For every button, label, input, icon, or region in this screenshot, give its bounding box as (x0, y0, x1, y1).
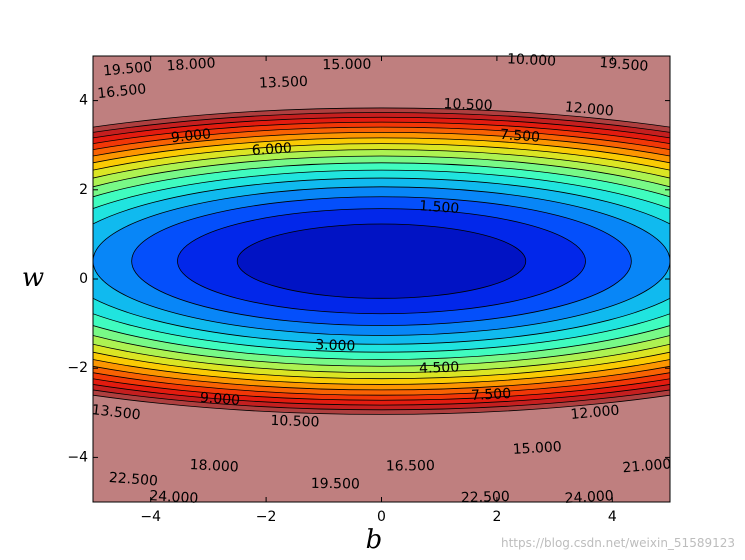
contour-line (93, 143, 670, 380)
contour-line (93, 169, 670, 353)
x-tick-label: 4 (608, 509, 617, 525)
y-axis-label: w (22, 263, 44, 293)
contour-lines (93, 107, 670, 415)
y-tick-label: −4 (67, 449, 88, 465)
contour-label: 15.000 (512, 439, 562, 458)
contour-line (93, 162, 670, 360)
contour-label: 24.000 (149, 488, 199, 507)
contour-label: 7.500 (499, 127, 540, 146)
y-tick-label: −2 (67, 360, 88, 376)
contour-line (93, 155, 670, 367)
contour-label: 3.000 (315, 337, 356, 354)
contour-label: 21.000 (622, 456, 672, 476)
contour-label: 13.500 (91, 402, 142, 424)
contour-label: 19.500 (311, 476, 360, 493)
contour-label: 6.000 (251, 140, 292, 159)
contour-line (93, 177, 670, 345)
contour-line (131, 196, 632, 326)
contour-band (237, 223, 526, 299)
contour-label: 22.500 (108, 470, 158, 490)
x-tick-label: 0 (377, 509, 386, 525)
contour-label: 9.000 (199, 390, 240, 409)
contour-label: 7.500 (471, 386, 512, 404)
contour-label: 1.500 (419, 198, 460, 217)
x-tick-label: −4 (140, 509, 161, 525)
x-axis-ticks: −4 −2 0 2 4 (140, 56, 617, 525)
contour-label: 18.000 (166, 55, 216, 74)
contour-line (93, 137, 670, 385)
y-tick-label: 2 (79, 182, 88, 198)
contour-label: 24.000 (564, 488, 614, 507)
contour-line (236, 223, 527, 299)
contour-line (93, 116, 670, 406)
contour-label: 18.000 (189, 457, 239, 476)
x-axis-label: b (366, 525, 383, 555)
contour-label: 4.500 (419, 360, 460, 377)
contour-line (93, 186, 670, 336)
y-axis-ticks: −4 −2 0 2 4 (67, 93, 670, 465)
contour-label: 15.000 (322, 57, 371, 74)
contour-label: 16.500 (97, 81, 147, 102)
contour-label: 16.500 (386, 458, 435, 474)
x-tick-label: 2 (492, 509, 501, 525)
contour-line (93, 132, 670, 391)
contour-line (177, 208, 586, 315)
watermark-text: https://blog.csdn.net/weixin_51589123 (500, 536, 735, 550)
contour-label: 10.000 (507, 51, 557, 69)
y-tick-label: 0 (79, 271, 88, 287)
contour-label: 19.500 (103, 59, 153, 79)
contour-label: 10.500 (270, 413, 320, 431)
contour-label: 13.500 (259, 74, 309, 92)
y-tick-label: 4 (79, 93, 88, 109)
contour-line (93, 126, 670, 396)
contour-line (93, 112, 670, 411)
contour-label: 19.500 (599, 55, 649, 75)
contour-label: 10.500 (443, 96, 493, 114)
contour-fills (93, 56, 670, 502)
contour-label: 22.500 (461, 489, 510, 506)
contour-label: 9.000 (170, 126, 212, 146)
contour-line (93, 149, 670, 374)
contour-label: 12.000 (570, 403, 620, 423)
x-tick-label: −2 (256, 509, 277, 525)
contour-label: 12.000 (564, 99, 614, 119)
contour-line (93, 121, 670, 401)
contour-line (93, 107, 670, 415)
